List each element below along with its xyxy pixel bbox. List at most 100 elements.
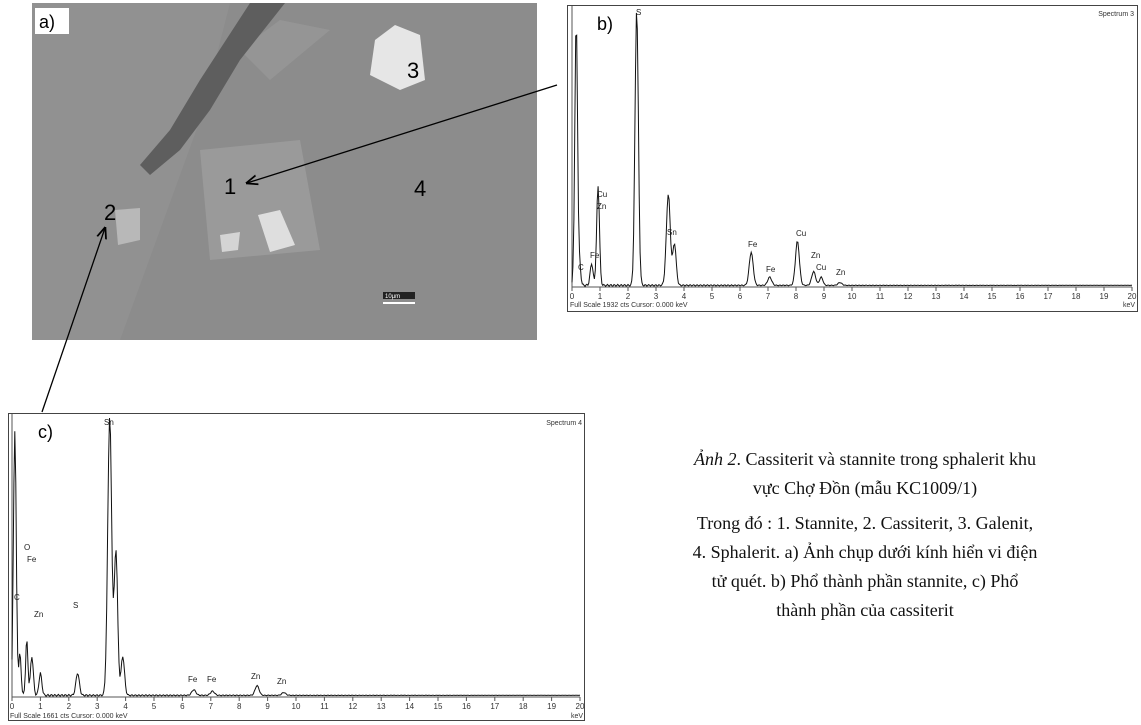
label-box bbox=[35, 8, 69, 34]
x-tick-label: 0 bbox=[10, 702, 15, 711]
x-tick-label: 4 bbox=[123, 702, 128, 711]
bright-grain bbox=[220, 232, 240, 252]
x-tick-label: 19 bbox=[1100, 292, 1109, 301]
spectrum-frame bbox=[567, 5, 1138, 312]
x-tick-label: 17 bbox=[1044, 292, 1053, 301]
footer: Full Scale 1932 cts Cursor: 0.000 keV bbox=[570, 302, 688, 309]
peak-label: Fe bbox=[590, 251, 600, 260]
peak-label: C bbox=[14, 593, 20, 602]
x-tick-label: 15 bbox=[434, 702, 443, 711]
peak-label: Zn bbox=[597, 202, 606, 211]
x-tick-label: 12 bbox=[348, 702, 357, 711]
axis-unit: keV bbox=[571, 713, 583, 720]
x-tick-label: 1 bbox=[598, 292, 603, 301]
x-tick-label: 1 bbox=[38, 702, 43, 711]
grain bbox=[240, 20, 330, 80]
spectrum-name: Spectrum 4 bbox=[546, 420, 582, 427]
peak-label: S bbox=[73, 601, 78, 610]
galena-grain bbox=[370, 25, 425, 90]
panel-label: a) bbox=[39, 12, 55, 32]
peak-label: O bbox=[24, 543, 30, 552]
x-tick-label: 5 bbox=[152, 702, 157, 711]
x-tick-label: 6 bbox=[180, 702, 185, 711]
peak-label: Cu bbox=[816, 263, 826, 272]
x-tick-label: 0 bbox=[570, 292, 575, 301]
peak-label: S bbox=[636, 8, 641, 17]
x-tick-label: 16 bbox=[1016, 292, 1025, 301]
x-tick-label: 14 bbox=[405, 702, 414, 711]
x-tick-label: 6 bbox=[738, 292, 743, 301]
arrow bbox=[41, 228, 105, 413]
peak-label: Zn bbox=[34, 610, 43, 619]
spectrum-curve bbox=[11, 417, 581, 698]
point-label: 4 bbox=[414, 176, 426, 201]
x-tick-label: 15 bbox=[988, 292, 997, 301]
x-tick-label: 20 bbox=[1128, 292, 1137, 301]
spectrum-name: Spectrum 3 bbox=[1098, 11, 1134, 18]
x-tick-label: 4 bbox=[682, 292, 687, 301]
spectrum-frame bbox=[8, 413, 585, 721]
x-tick-label: 18 bbox=[519, 702, 528, 711]
peak-label: Sn bbox=[104, 418, 114, 427]
x-tick-label: 3 bbox=[654, 292, 659, 301]
grain bbox=[200, 140, 320, 260]
x-tick-label: 16 bbox=[462, 702, 471, 711]
x-tick-label: 10 bbox=[292, 702, 301, 711]
peak-label: Fe bbox=[766, 265, 776, 274]
peak-label: Fe bbox=[27, 555, 37, 564]
x-tick-label: 20 bbox=[576, 702, 585, 711]
spectrum-curve bbox=[571, 12, 1132, 288]
x-tick-label: 9 bbox=[265, 702, 270, 711]
peak-label: Fe bbox=[188, 675, 198, 684]
footer: Full Scale 1661 cts Cursor: 0.000 keV bbox=[10, 713, 128, 720]
x-tick-label: 11 bbox=[876, 292, 885, 301]
x-tick-label: 19 bbox=[547, 702, 556, 711]
x-tick-label: 17 bbox=[490, 702, 499, 711]
peak-label: Fe bbox=[207, 675, 217, 684]
x-tick-label: 13 bbox=[932, 292, 941, 301]
caption-text: . Cassiterit và stannite trong sphalerit… bbox=[736, 449, 1036, 498]
arrow bbox=[247, 84, 558, 183]
caption: Ảnh 2. Cassiterit và stannite trong spha… bbox=[690, 445, 1040, 631]
grain bbox=[32, 3, 230, 340]
point-label: 3 bbox=[407, 58, 419, 83]
x-tick-label: 13 bbox=[377, 702, 386, 711]
x-tick-label: 2 bbox=[626, 292, 631, 301]
x-tick-label: 5 bbox=[710, 292, 715, 301]
x-tick-label: 8 bbox=[794, 292, 799, 301]
x-tick-label: 10 bbox=[848, 292, 857, 301]
scale-bar-label: 10µm bbox=[385, 294, 400, 300]
peak-label: C bbox=[578, 263, 584, 272]
caption-body: Trong đó : 1. Stannite, 2. Cassiterit, 3… bbox=[692, 513, 1038, 620]
peak-label: Zn bbox=[277, 677, 286, 686]
peak-label: Cu bbox=[796, 229, 806, 238]
point-label: 2 bbox=[104, 200, 116, 225]
point-label: 1 bbox=[224, 174, 236, 199]
bright-grain bbox=[258, 210, 295, 252]
x-tick-label: 8 bbox=[237, 702, 242, 711]
x-tick-label: 11 bbox=[320, 702, 329, 711]
caption-title: Ảnh 2. Cassiterit và stannite trong spha… bbox=[690, 445, 1040, 503]
peak-label: Fe bbox=[748, 240, 758, 249]
cassiterite-grain bbox=[115, 208, 140, 245]
peak-label: Sn bbox=[667, 228, 677, 237]
x-tick-label: 9 bbox=[822, 292, 827, 301]
x-tick-label: 7 bbox=[209, 702, 214, 711]
panel-label: c) bbox=[38, 422, 53, 442]
x-tick-label: 2 bbox=[67, 702, 72, 711]
x-tick-label: 3 bbox=[95, 702, 100, 711]
peak-label: Zn bbox=[251, 672, 260, 681]
x-tick-label: 14 bbox=[960, 292, 969, 301]
dark-grain bbox=[140, 3, 285, 175]
peak-label: Zn bbox=[811, 251, 820, 260]
figure-number: Ảnh 2 bbox=[694, 449, 737, 469]
panel-label: b) bbox=[597, 14, 613, 34]
peak-label: Cu bbox=[597, 190, 607, 199]
x-tick-label: 12 bbox=[904, 292, 913, 301]
x-tick-label: 7 bbox=[766, 292, 771, 301]
spectra: 0 1 2 3 4 5 6 7 8 9 10 11 12 13 14 15 16 17 18 19 20SCuZnFeC… bbox=[10, 6, 1137, 720]
x-tick-label: 18 bbox=[1072, 292, 1081, 301]
scale-bar-box bbox=[383, 292, 415, 299]
